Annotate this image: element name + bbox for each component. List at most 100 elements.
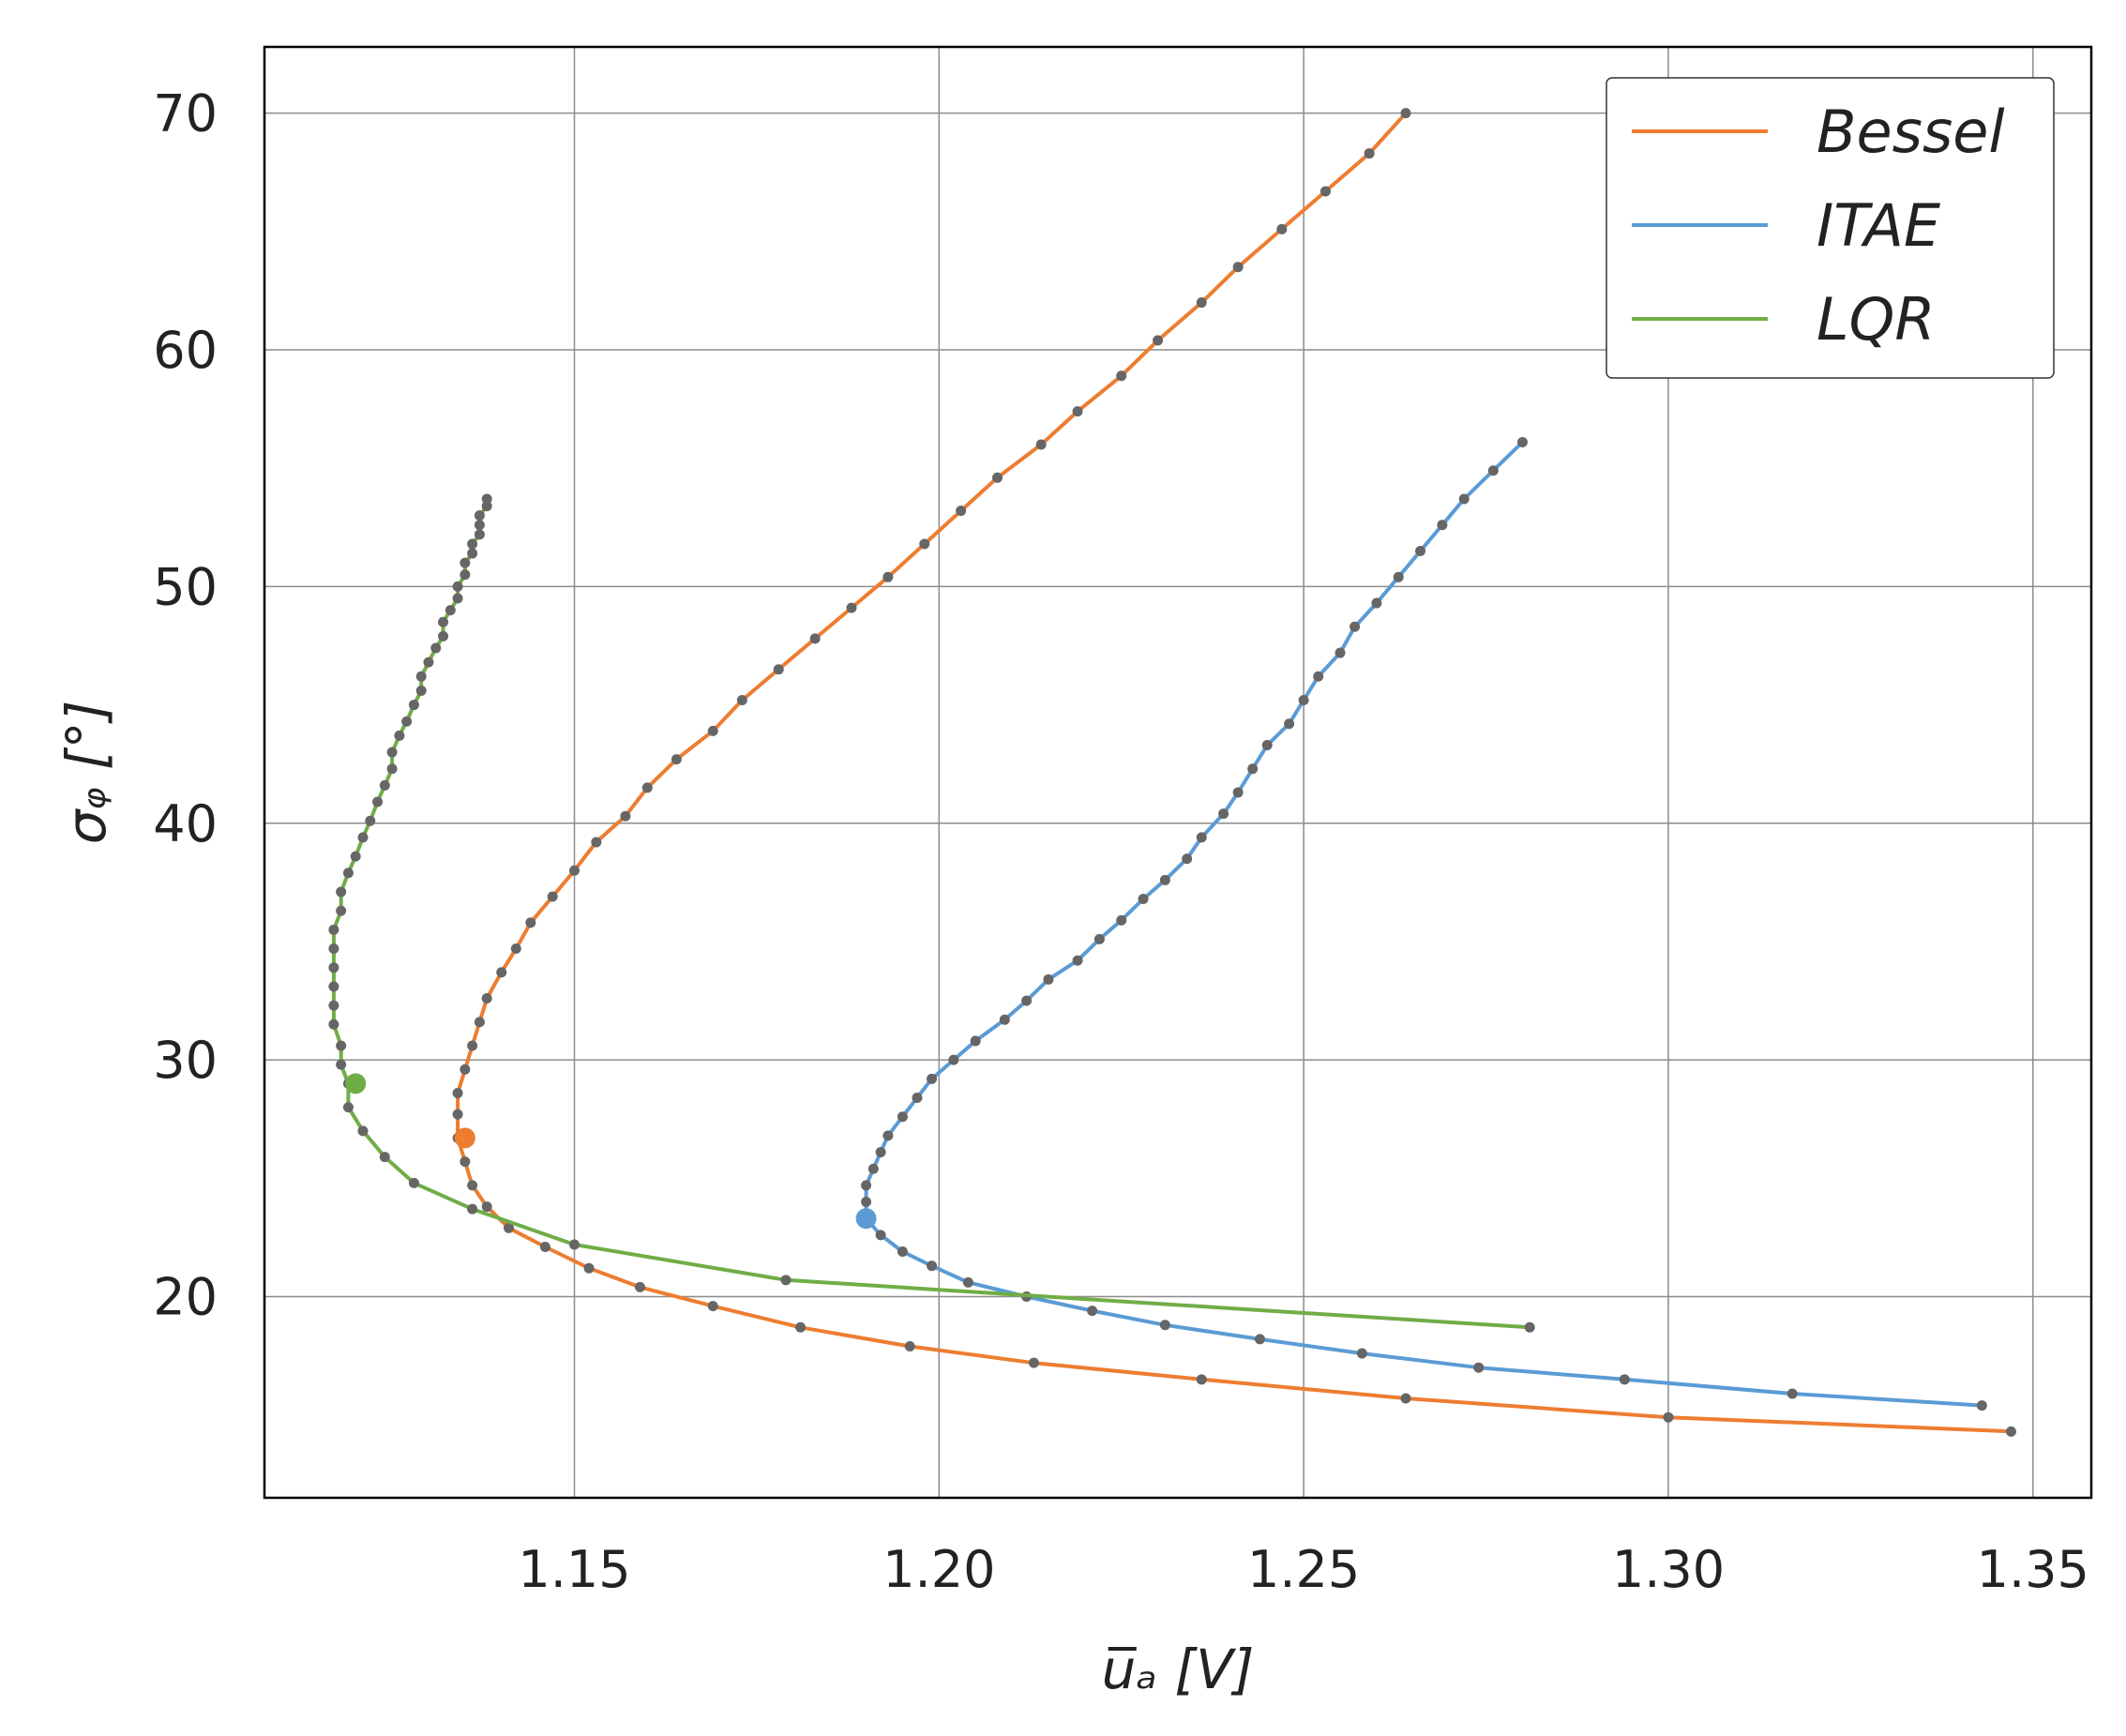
lqr-point xyxy=(386,763,398,775)
itae-point xyxy=(1393,571,1404,582)
itae-point xyxy=(1787,1388,1798,1399)
bessel-point xyxy=(591,837,602,848)
lqr-point xyxy=(328,1000,339,1011)
y-tick-label: 70 xyxy=(153,84,218,143)
itae-point xyxy=(1043,974,1054,985)
lqr-point xyxy=(394,730,405,741)
x-axis-label: u̅ₐ [V] xyxy=(1102,1638,1255,1701)
lqr-point xyxy=(328,1019,339,1030)
bessel-point xyxy=(452,1109,463,1120)
itae-point xyxy=(927,1260,938,1272)
y-axis-label: σᵩ [°] xyxy=(54,701,118,845)
bessel-point xyxy=(504,1222,515,1233)
lqr-point xyxy=(474,510,485,521)
series-lqr xyxy=(328,493,1535,1333)
lqr-point xyxy=(423,657,434,668)
lqr-point xyxy=(415,671,427,682)
itae-point xyxy=(1072,955,1083,966)
bessel-point xyxy=(539,1241,550,1252)
bessel-point xyxy=(481,993,492,1004)
plot-frame xyxy=(263,45,2093,1500)
itae-point xyxy=(1138,894,1149,905)
itae-point xyxy=(1116,914,1127,926)
y-tick-label: 30 xyxy=(153,1031,218,1090)
legend-label: ITAE xyxy=(1817,191,1941,260)
itae-point xyxy=(1356,1348,1367,1359)
itae-point xyxy=(1371,597,1382,609)
x-tick-label: 1.35 xyxy=(1977,1540,2089,1599)
itae-point xyxy=(1473,1362,1485,1373)
lqr-point xyxy=(401,716,413,727)
x-tick-label: 1.25 xyxy=(1247,1540,1360,1599)
itae-point xyxy=(897,1111,908,1123)
itae-point xyxy=(1349,621,1361,632)
itae-point xyxy=(1415,546,1426,557)
legend-label: Bessel xyxy=(1817,98,2005,166)
lqr-point xyxy=(452,581,463,592)
bessel-point xyxy=(1196,297,1207,309)
itae-point xyxy=(861,1197,872,1208)
bessel-point xyxy=(795,1321,807,1333)
itae-point xyxy=(912,1093,923,1104)
itae-point xyxy=(1298,695,1309,706)
bessel-point xyxy=(568,865,580,876)
lqr-point xyxy=(460,557,471,568)
bessel-point xyxy=(2005,1426,2016,1437)
lqr-point xyxy=(467,1203,478,1215)
itae-point xyxy=(962,1276,973,1288)
itae-point xyxy=(1247,763,1259,775)
legend-item-bessel: Bessel xyxy=(1632,98,2005,166)
lqr-point xyxy=(415,685,427,696)
lqr-point xyxy=(438,616,449,627)
bessel-point xyxy=(467,1040,478,1051)
lqr-point xyxy=(328,962,339,974)
lqr-point xyxy=(474,520,485,531)
bessel-point xyxy=(496,967,507,978)
series-bessel xyxy=(452,108,2016,1437)
itae-point xyxy=(1021,995,1033,1006)
lqr-point xyxy=(328,981,339,992)
bessel-point xyxy=(474,1017,485,1028)
bessel-point xyxy=(992,472,1003,483)
tick-labels: 1.15 1.20 1.25 1.30 1.35 20 30 40 50 60 70 xyxy=(153,84,2089,1599)
itae-point xyxy=(875,1147,886,1158)
bessel-point xyxy=(1319,186,1331,197)
lqr-point xyxy=(357,832,369,843)
lqr-point xyxy=(336,886,347,898)
lqr-point xyxy=(408,700,419,711)
bessel-point xyxy=(1116,370,1127,382)
lqr-point xyxy=(460,569,471,581)
bessel-point xyxy=(452,1087,463,1098)
lqr-optimum-marker xyxy=(345,1073,367,1094)
itae-point xyxy=(861,1180,872,1191)
itae-point xyxy=(1218,808,1229,820)
bessel-point xyxy=(460,1064,471,1075)
itae-point xyxy=(875,1230,886,1241)
itae-point xyxy=(927,1073,938,1084)
itae-point xyxy=(1313,671,1324,682)
itae-point xyxy=(882,1130,894,1141)
y-tick-label: 40 xyxy=(153,794,218,853)
itae-point xyxy=(1487,465,1499,476)
itae-point xyxy=(1458,493,1470,505)
lqr-point xyxy=(365,815,376,826)
lqr-point xyxy=(336,905,347,916)
itae-point xyxy=(1182,853,1193,865)
y-tick-label: 20 xyxy=(153,1267,218,1326)
bessel-line xyxy=(456,112,2012,1434)
lqr-point xyxy=(386,747,398,758)
lqr-point xyxy=(379,1152,390,1163)
bessel-point xyxy=(1153,335,1164,346)
bessel-point xyxy=(846,602,857,613)
bessel-point xyxy=(1072,406,1083,417)
bessel-point xyxy=(1028,1357,1039,1368)
lqr-point xyxy=(408,1177,419,1188)
itae-point xyxy=(1196,832,1207,843)
itae-point xyxy=(1159,874,1170,885)
bessel-point xyxy=(1276,223,1288,234)
itae-point xyxy=(1976,1400,1987,1411)
lqr-point xyxy=(342,1102,354,1113)
itae-point xyxy=(1261,739,1273,750)
lqr-point xyxy=(467,548,478,559)
